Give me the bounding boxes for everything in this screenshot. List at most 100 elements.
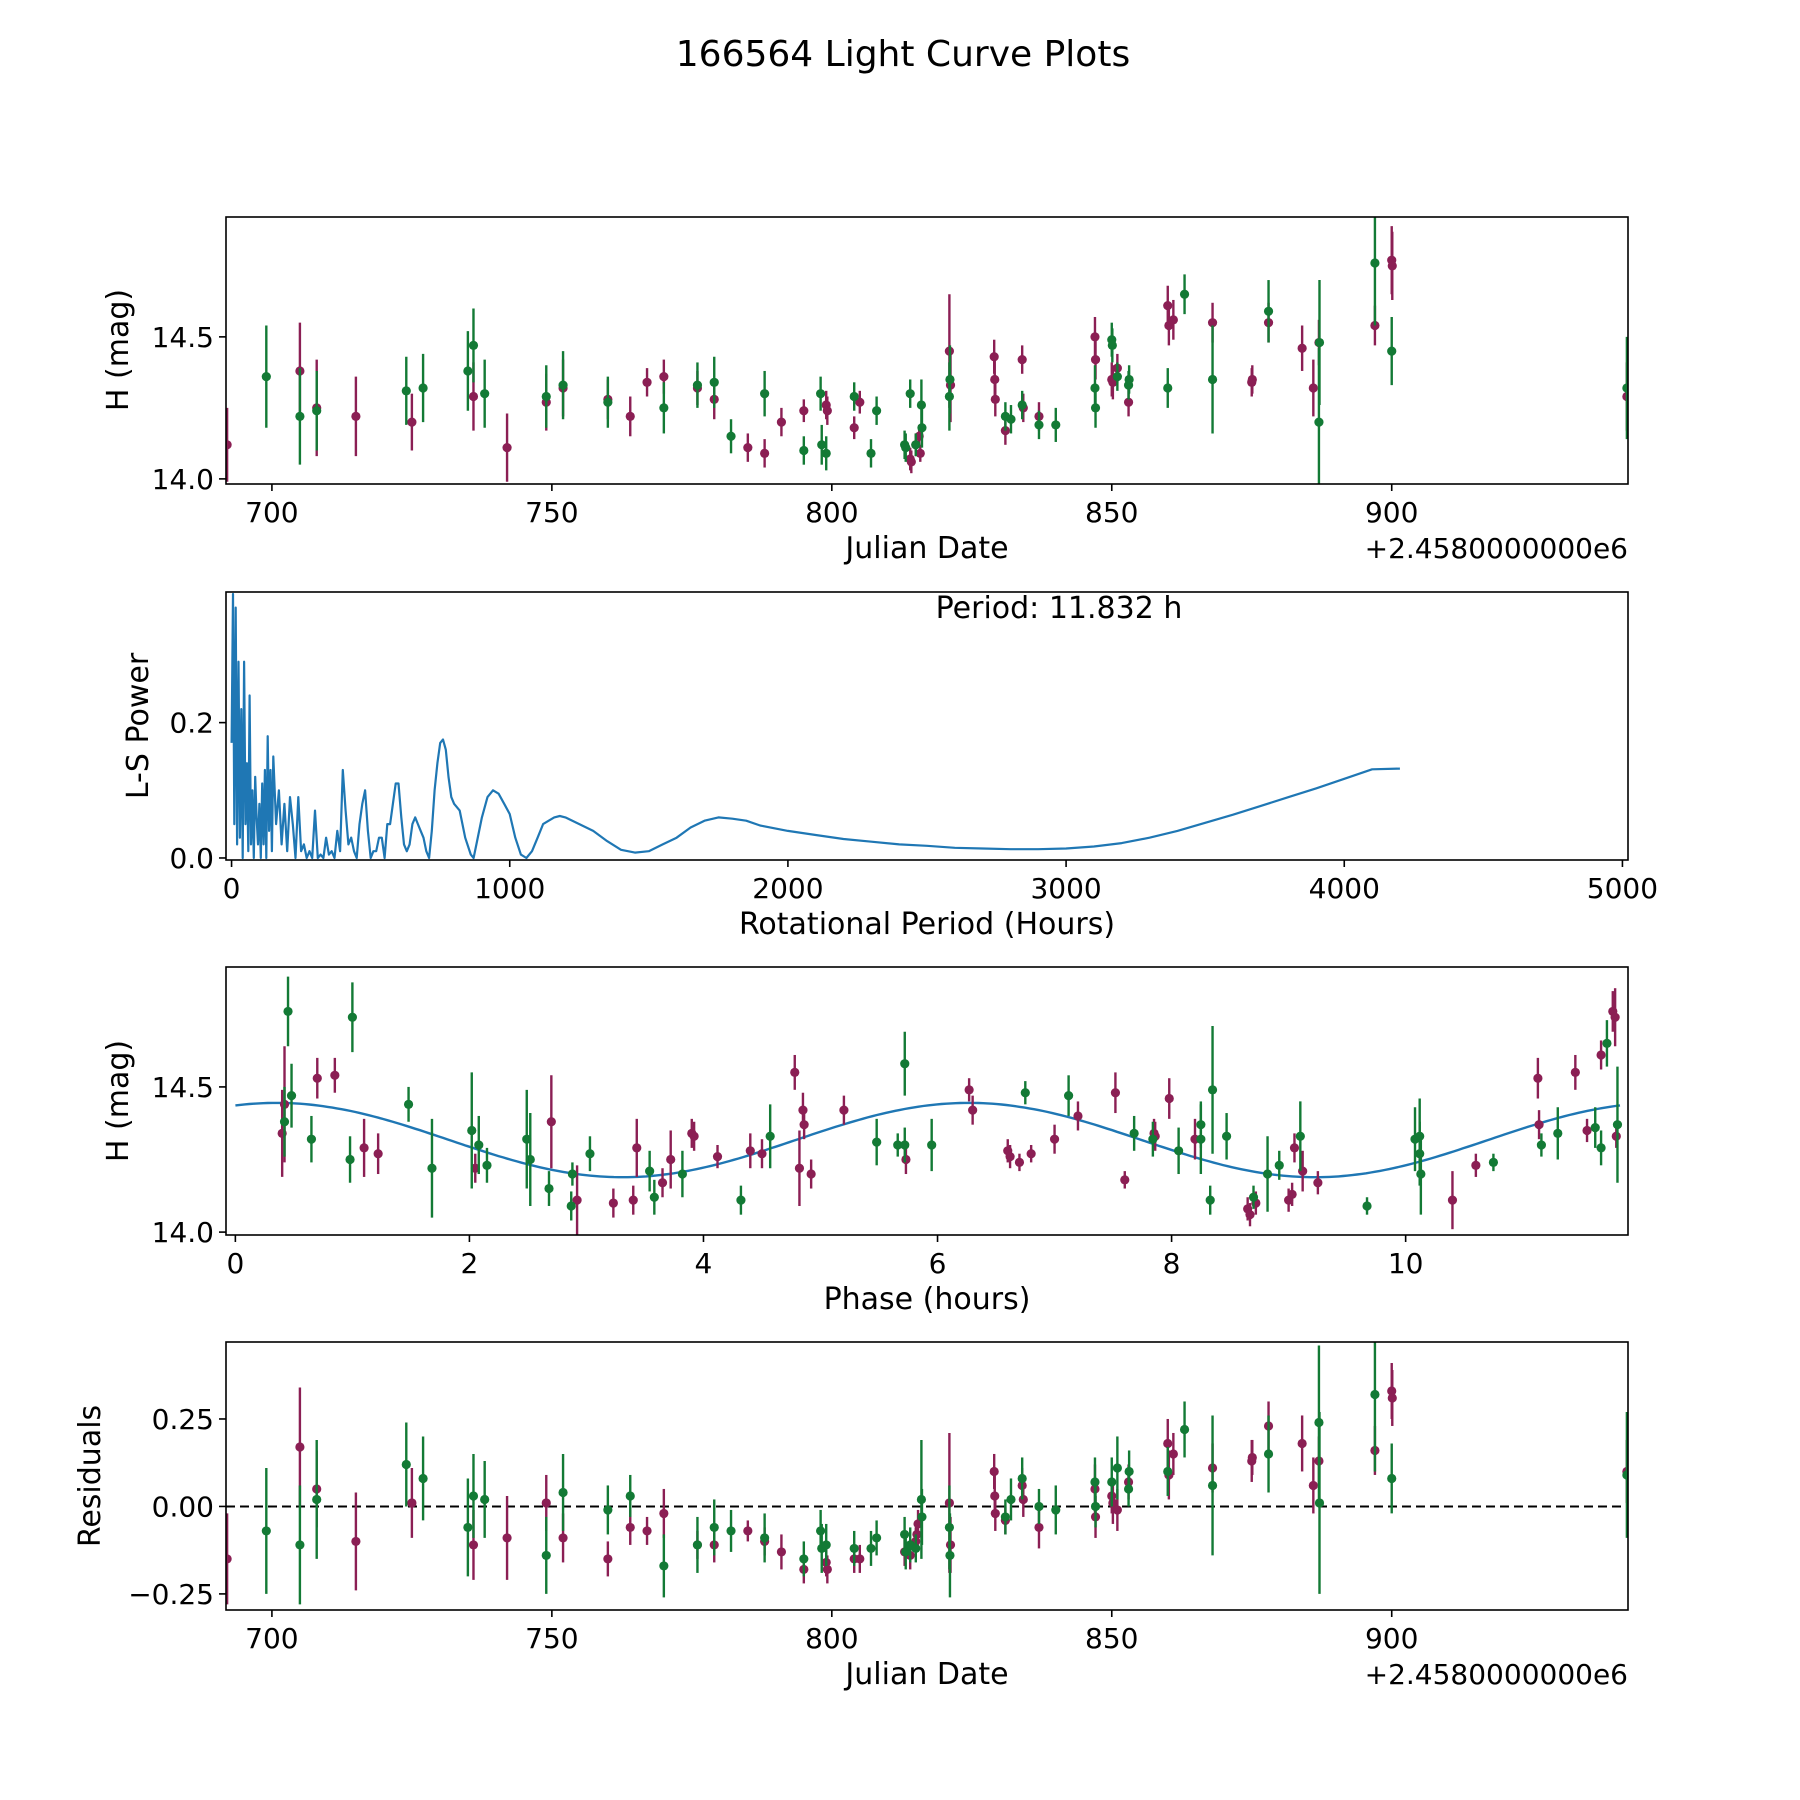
data-point (468, 1540, 479, 1550)
data-point (1274, 1160, 1284, 1170)
data-point (625, 411, 635, 421)
residuals-ylabel: Residuals (73, 1405, 108, 1547)
data-point (261, 372, 271, 382)
data-point (1020, 1088, 1030, 1098)
data-point (917, 423, 927, 433)
x-tick-label: 10 (1388, 1247, 1424, 1280)
data-point (295, 1442, 305, 1452)
data-point (642, 377, 652, 387)
data-point (427, 1163, 437, 1173)
data-point (849, 423, 859, 433)
data-point (1612, 1120, 1623, 1130)
data-point (1014, 1157, 1025, 1168)
data-point (849, 391, 859, 402)
phase-ticks: 0 2 4 6 8 10 14.0 14.5 (152, 1071, 1424, 1280)
data-point (306, 1134, 317, 1144)
residuals-xlabel: Julian Date (843, 1657, 1008, 1692)
y-tick-label: −0.25 (128, 1578, 214, 1611)
data-point (1247, 1452, 1257, 1463)
data-point (347, 1012, 357, 1022)
data-point (1006, 414, 1016, 424)
data-point (745, 1146, 755, 1156)
data-point (1034, 420, 1044, 430)
data-point (1362, 1201, 1372, 1211)
data-point (659, 1508, 669, 1519)
data-point (1308, 383, 1318, 393)
data-point (1179, 1424, 1190, 1435)
data-point (312, 406, 322, 416)
data-point (776, 417, 787, 427)
x-tick-label: 3000 (1030, 872, 1101, 905)
data-point (726, 1526, 736, 1536)
data-point (760, 389, 770, 399)
data-point (677, 1169, 688, 1179)
data-point (295, 1540, 305, 1550)
data-point (1313, 1178, 1323, 1188)
data-point (463, 366, 473, 376)
data-point (743, 1526, 753, 1536)
data-point (1164, 1093, 1174, 1104)
data-point (1534, 1120, 1544, 1130)
data-point (659, 372, 669, 382)
data-point (1247, 374, 1257, 385)
data-point (1314, 417, 1324, 427)
figure-title: 166564 Light Curve Plots (676, 34, 1130, 75)
data-point (822, 1564, 832, 1575)
data-point (964, 1085, 974, 1095)
data-point (407, 1498, 417, 1508)
x-tick-label: 2 (461, 1247, 479, 1280)
data-point (1297, 343, 1307, 353)
data-point (1488, 1157, 1499, 1168)
data-point (989, 352, 999, 362)
x-tick-label: 900 (1365, 496, 1418, 529)
data-point (776, 1547, 787, 1557)
data-point (1051, 420, 1061, 430)
data-point (866, 448, 876, 458)
period-annotation: Period: 11.832 h (936, 591, 1183, 626)
x-tick-label: 900 (1365, 1622, 1418, 1655)
data-point (872, 1137, 882, 1147)
lightcurve-axes-frame (225, 216, 1629, 485)
data-point (1120, 1175, 1130, 1185)
data-point (799, 406, 809, 416)
x-tick-label: 8 (1163, 1247, 1181, 1280)
data-point (522, 1134, 532, 1144)
fit-curve (235, 1101, 1621, 1179)
data-point (1112, 1463, 1122, 1473)
data-point (712, 1152, 723, 1162)
y-tick-label: 14.5 (152, 321, 214, 354)
data-point (911, 1543, 921, 1554)
data-point (330, 1070, 340, 1080)
data-point (1107, 1477, 1117, 1487)
data-point (1314, 337, 1325, 348)
data-point (468, 340, 479, 350)
data-point (1221, 1131, 1232, 1141)
x-tick-label: 700 (245, 496, 298, 529)
data-point (482, 1160, 492, 1170)
data-point (817, 440, 827, 450)
data-point (806, 1169, 816, 1179)
data-point (401, 386, 411, 396)
data-point (585, 1149, 595, 1159)
data-point (1034, 1522, 1044, 1533)
data-point (603, 397, 613, 407)
data-point (1602, 1038, 1612, 1048)
data-point (401, 1459, 411, 1470)
x-tick-label: 1000 (474, 872, 545, 905)
data-point (1289, 1143, 1300, 1153)
data-point (1263, 306, 1274, 316)
data-point (558, 1487, 568, 1498)
data-point (659, 403, 669, 413)
data-point (632, 1143, 642, 1153)
data-point (1622, 1470, 1628, 1480)
data-point (1596, 1050, 1606, 1060)
data-point (689, 1131, 699, 1141)
residuals-x-offset: +2.4580000000e6 (1365, 1658, 1628, 1691)
data-point (1536, 1140, 1546, 1150)
data-point (855, 1554, 865, 1564)
data-point (1248, 1192, 1259, 1202)
data-point (1017, 1473, 1027, 1484)
data-point (822, 406, 832, 416)
x-tick-label: 700 (245, 1622, 298, 1655)
